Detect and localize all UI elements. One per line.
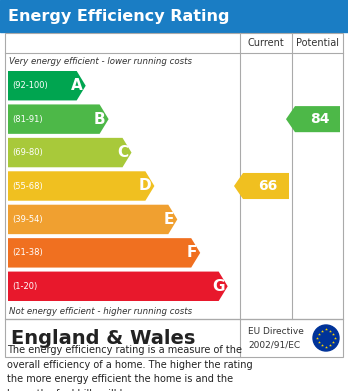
Bar (5, 319, 343, 357)
Polygon shape (234, 173, 289, 199)
Circle shape (313, 325, 339, 351)
Bar (0, 0, 348, 32)
Text: 84: 84 (310, 112, 329, 126)
Text: B: B (94, 112, 105, 127)
Text: (92-100): (92-100) (12, 81, 48, 90)
Text: 66: 66 (258, 179, 278, 193)
Text: Current: Current (248, 38, 284, 48)
Text: EU Directive
2002/91/EC: EU Directive 2002/91/EC (248, 327, 304, 349)
Text: The energy efficiency rating is a measure of the
overall efficiency of a home. T: The energy efficiency rating is a measur… (7, 345, 253, 391)
Text: G: G (212, 279, 225, 294)
Text: A: A (71, 78, 83, 93)
Text: (69-80): (69-80) (12, 148, 43, 157)
Polygon shape (8, 171, 155, 201)
Text: C: C (117, 145, 128, 160)
Text: Energy Efficiency Rating: Energy Efficiency Rating (8, 9, 229, 23)
Text: D: D (139, 179, 151, 194)
Text: Potential: Potential (296, 38, 339, 48)
Text: (81-91): (81-91) (12, 115, 42, 124)
Text: E: E (164, 212, 174, 227)
Polygon shape (8, 238, 200, 267)
Text: (55-68): (55-68) (12, 181, 43, 190)
Text: Not energy efficient - higher running costs: Not energy efficient - higher running co… (9, 307, 192, 316)
Text: (1-20): (1-20) (12, 282, 37, 291)
Text: (21-38): (21-38) (12, 248, 43, 257)
Polygon shape (8, 272, 228, 301)
Polygon shape (8, 205, 177, 234)
Polygon shape (8, 104, 109, 134)
Text: F: F (187, 246, 197, 260)
Polygon shape (286, 106, 340, 132)
Text: Very energy efficient - lower running costs: Very energy efficient - lower running co… (9, 57, 192, 66)
Text: England & Wales: England & Wales (11, 328, 195, 348)
Polygon shape (8, 138, 132, 167)
Polygon shape (8, 71, 86, 100)
Text: (39-54): (39-54) (12, 215, 42, 224)
Bar (5, 33, 343, 319)
